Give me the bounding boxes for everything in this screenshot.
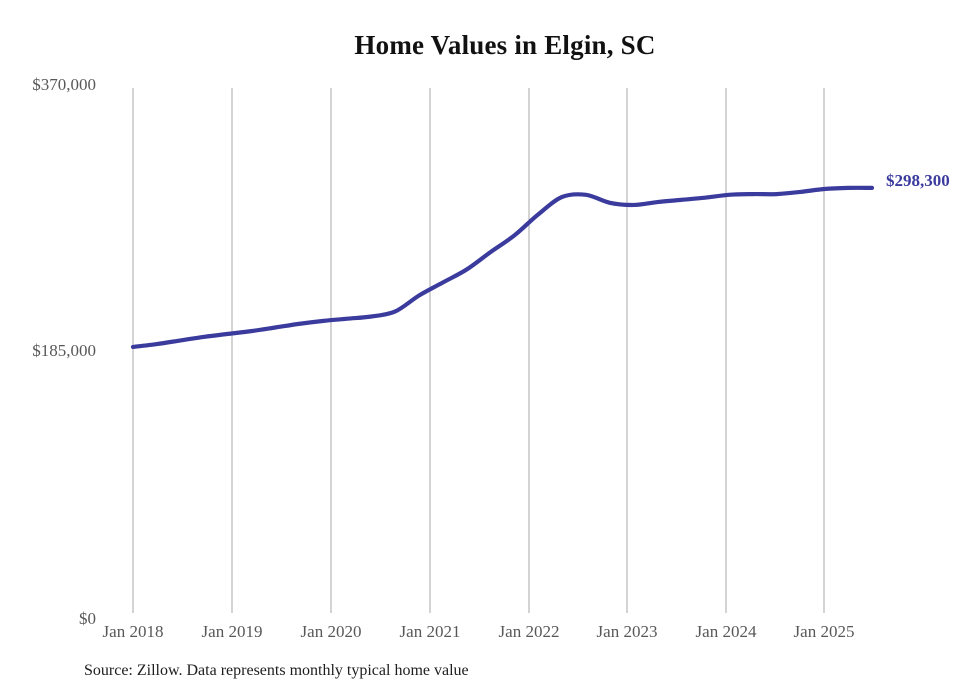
x-tick-label-jan-2020: Jan 2020 <box>300 622 362 641</box>
series-line-typical-home-value <box>130 185 875 350</box>
x-tick-label-jan-2024: Jan 2024 <box>695 622 757 641</box>
chart-title: Home Values in Elgin, SC <box>354 30 656 60</box>
y-tick-label-185000: $185,000 <box>32 341 96 360</box>
x-tick-label-jan-2025: Jan 2025 <box>793 622 855 641</box>
source-note: Source: Zillow. Data represents monthly … <box>84 662 469 679</box>
x-tick-label-jan-2023: Jan 2023 <box>596 622 658 641</box>
x-tick-label-jan-2021: Jan 2021 <box>399 622 461 641</box>
y-tick-label-370000: $370,000 <box>32 75 96 94</box>
end-value-label: $298,300 <box>886 171 950 190</box>
x-tick-label-jan-2019: Jan 2019 <box>201 622 263 641</box>
x-tick-label-jan-2018: Jan 2018 <box>102 622 164 641</box>
gridlines-group <box>132 88 825 613</box>
y-tick-label-0: $0 <box>79 609 96 628</box>
x-tick-label-jan-2022: Jan 2022 <box>498 622 560 641</box>
